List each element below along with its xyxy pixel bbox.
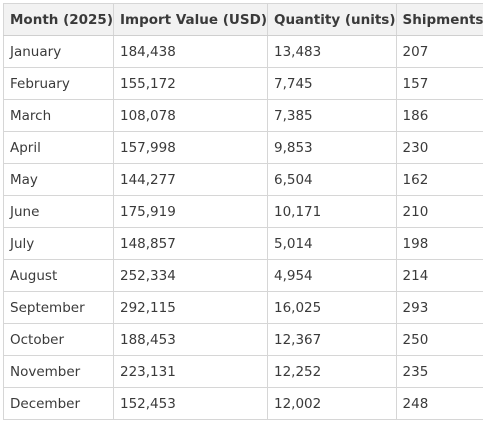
cell-month: September bbox=[3, 291, 114, 324]
table-row: October 188,453 12,367 250 bbox=[3, 323, 483, 356]
cell-month: August bbox=[3, 259, 114, 292]
cell-month: July bbox=[3, 227, 114, 260]
monthly-import-table: Month (2025) Import Value (USD) Quantity… bbox=[3, 3, 483, 420]
cell-quantity: 9,853 bbox=[266, 131, 397, 164]
header-quantity: Quantity (units) bbox=[266, 3, 397, 36]
cell-quantity: 12,367 bbox=[266, 323, 397, 356]
cell-import-value: 175,919 bbox=[113, 195, 268, 228]
cell-shipments: 157 bbox=[395, 67, 483, 100]
cell-quantity: 13,483 bbox=[266, 35, 397, 68]
table-row: August 252,334 4,954 214 bbox=[3, 259, 483, 292]
header-month: Month (2025) bbox=[3, 3, 114, 36]
table-row: March 108,078 7,385 186 bbox=[3, 99, 483, 132]
cell-quantity: 5,014 bbox=[266, 227, 397, 260]
cell-month: October bbox=[3, 323, 114, 356]
table-row: January 184,438 13,483 207 bbox=[3, 35, 483, 68]
cell-shipments: 235 bbox=[395, 355, 483, 388]
cell-shipments: 248 bbox=[395, 387, 483, 420]
table-body: January 184,438 13,483 207 February 155,… bbox=[3, 35, 483, 420]
header-row: Month (2025) Import Value (USD) Quantity… bbox=[3, 3, 483, 36]
cell-import-value: 223,131 bbox=[113, 355, 268, 388]
cell-shipments: 250 bbox=[395, 323, 483, 356]
cell-month: December bbox=[3, 387, 114, 420]
cell-month: January bbox=[3, 35, 114, 68]
cell-month: April bbox=[3, 131, 114, 164]
cell-shipments: 293 bbox=[395, 291, 483, 324]
cell-import-value: 188,453 bbox=[113, 323, 268, 356]
cell-month: March bbox=[3, 99, 114, 132]
cell-month: November bbox=[3, 355, 114, 388]
cell-month: May bbox=[3, 163, 114, 196]
cell-quantity: 12,252 bbox=[266, 355, 397, 388]
cell-shipments: 214 bbox=[395, 259, 483, 292]
cell-shipments: 162 bbox=[395, 163, 483, 196]
table-row: February 155,172 7,745 157 bbox=[3, 67, 483, 100]
cell-quantity: 6,504 bbox=[266, 163, 397, 196]
cell-import-value: 144,277 bbox=[113, 163, 268, 196]
cell-quantity: 7,385 bbox=[266, 99, 397, 132]
table-header: Month (2025) Import Value (USD) Quantity… bbox=[3, 3, 483, 36]
cell-import-value: 184,438 bbox=[113, 35, 268, 68]
cell-shipments: 207 bbox=[395, 35, 483, 68]
cell-shipments: 210 bbox=[395, 195, 483, 228]
cell-quantity: 12,002 bbox=[266, 387, 397, 420]
cell-import-value: 155,172 bbox=[113, 67, 268, 100]
cell-shipments: 186 bbox=[395, 99, 483, 132]
table-row: May 144,277 6,504 162 bbox=[3, 163, 483, 196]
header-import-value: Import Value (USD) bbox=[113, 3, 268, 36]
cell-import-value: 157,998 bbox=[113, 131, 268, 164]
table-row: December 152,453 12,002 248 bbox=[3, 387, 483, 420]
table-row: September 292,115 16,025 293 bbox=[3, 291, 483, 324]
table-row: June 175,919 10,171 210 bbox=[3, 195, 483, 228]
table-row: April 157,998 9,853 230 bbox=[3, 131, 483, 164]
header-shipments: Shipments bbox=[395, 3, 483, 36]
cell-quantity: 7,745 bbox=[266, 67, 397, 100]
cell-month: June bbox=[3, 195, 114, 228]
cell-quantity: 10,171 bbox=[266, 195, 397, 228]
cell-quantity: 4,954 bbox=[266, 259, 397, 292]
cell-shipments: 230 bbox=[395, 131, 483, 164]
cell-shipments: 198 bbox=[395, 227, 483, 260]
cell-import-value: 252,334 bbox=[113, 259, 268, 292]
cell-import-value: 148,857 bbox=[113, 227, 268, 260]
cell-quantity: 16,025 bbox=[266, 291, 397, 324]
table-row: November 223,131 12,252 235 bbox=[3, 355, 483, 388]
cell-import-value: 292,115 bbox=[113, 291, 268, 324]
cell-import-value: 152,453 bbox=[113, 387, 268, 420]
cell-month: February bbox=[3, 67, 114, 100]
table-row: July 148,857 5,014 198 bbox=[3, 227, 483, 260]
table-container: Month (2025) Import Value (USD) Quantity… bbox=[3, 3, 483, 420]
cell-import-value: 108,078 bbox=[113, 99, 268, 132]
